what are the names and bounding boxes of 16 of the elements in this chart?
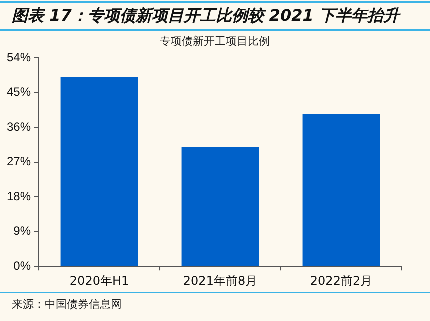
y-tick-label: 9% bbox=[14, 224, 32, 238]
x-tick-label: 2022前2月 bbox=[310, 274, 373, 288]
x-tick-label: 2020年H1 bbox=[70, 274, 130, 288]
x-tick-label: 2021年前8月 bbox=[183, 274, 258, 288]
bar bbox=[182, 146, 260, 266]
y-tick-label: 27% bbox=[6, 154, 32, 169]
y-tick-label: 0% bbox=[14, 258, 32, 273]
bar bbox=[302, 114, 380, 266]
y-tick-label: 18% bbox=[6, 189, 32, 204]
bar bbox=[60, 77, 138, 266]
y-tick-label: 45% bbox=[6, 85, 32, 100]
chart-subtitle: 专项债新开工项目比例 bbox=[159, 34, 271, 49]
source-note: 来源：中国债券信息网 bbox=[0, 292, 430, 312]
y-tick-label: 36% bbox=[6, 120, 32, 134]
chart-title: 图表 17：专项债新项目开工比例较 2021 下半年抬升 bbox=[0, 1, 430, 31]
y-tick-label: 54% bbox=[6, 50, 32, 65]
